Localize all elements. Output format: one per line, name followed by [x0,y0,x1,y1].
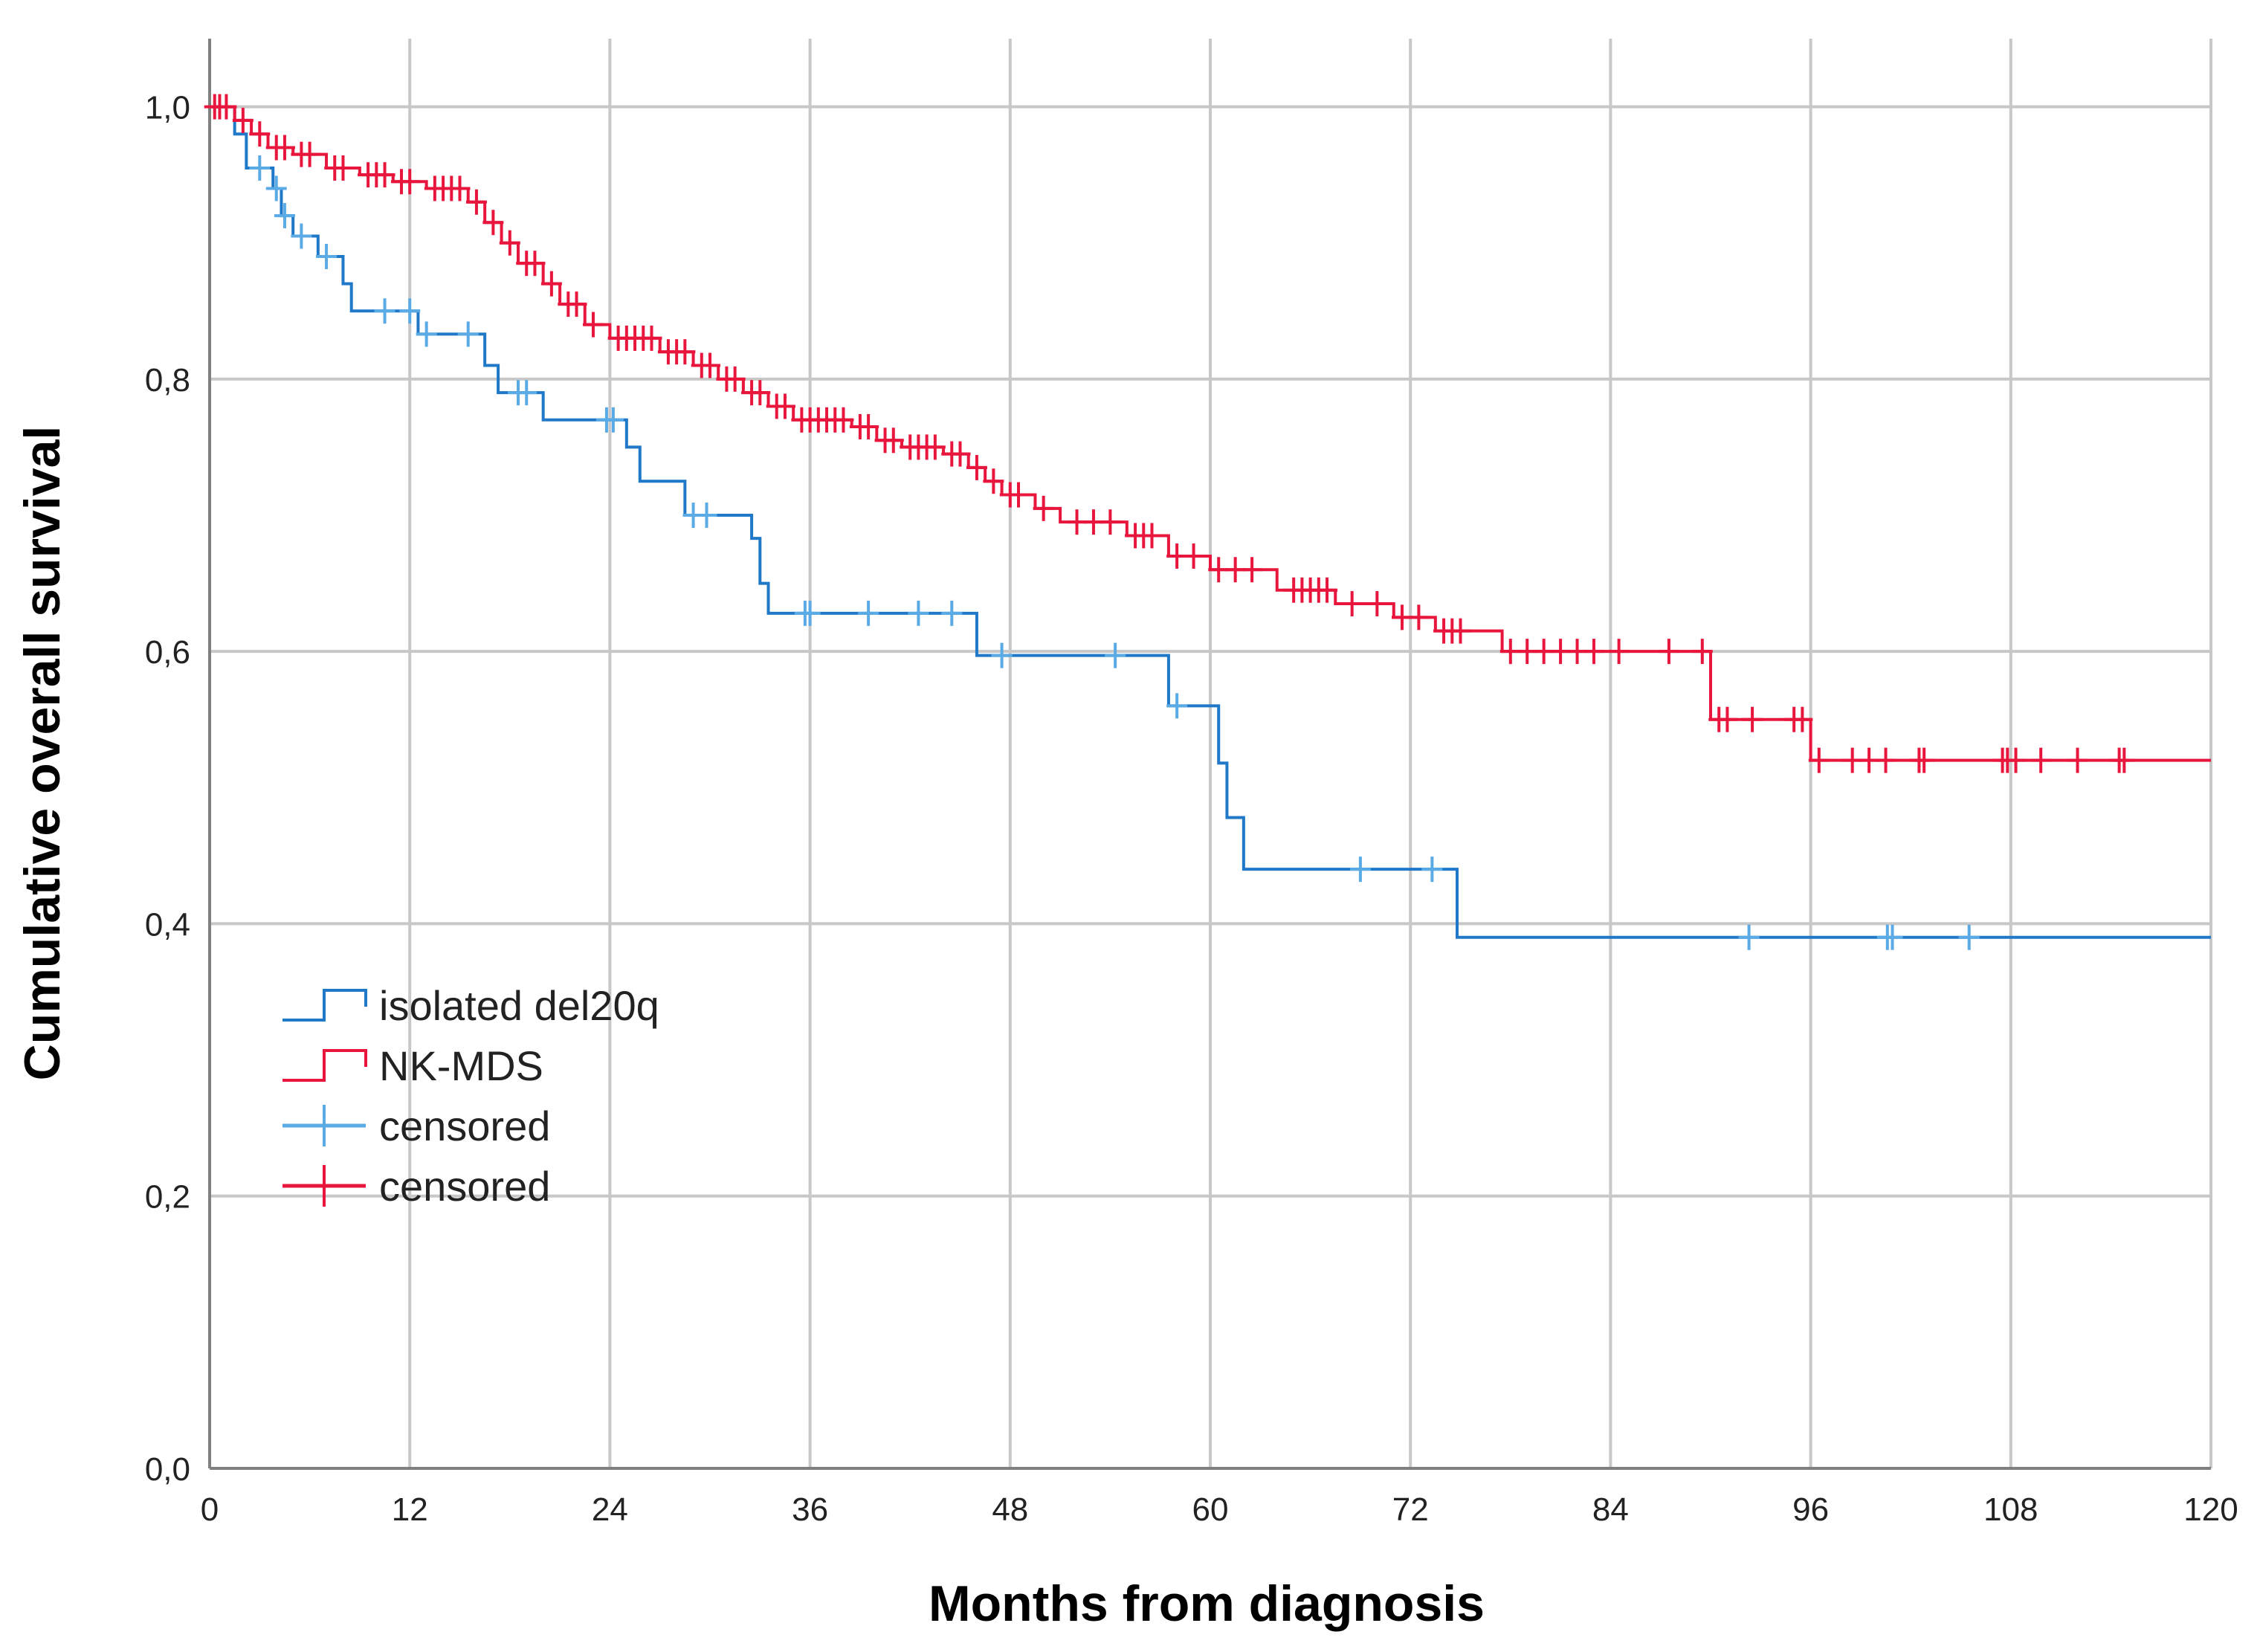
legend-label: NK-MDS [379,1042,543,1089]
y-tick-label: 0,4 [145,906,190,943]
x-tick-label: 60 [1192,1491,1229,1528]
axes [208,39,2211,1470]
x-tick-label: 96 [1792,1491,1829,1528]
legend-swatch-line [282,989,367,1022]
y-tick-label: 1,0 [145,90,190,126]
x-tick-label: 12 [392,1491,428,1528]
legend-label: censored [379,1103,550,1149]
x-tick-label: 108 [1983,1491,2038,1528]
legend-item: NK-MDS [282,1042,543,1089]
series-nk-mds [204,94,2211,773]
series [204,94,2211,950]
series-isolated-del20q [210,105,2211,950]
legend-label: censored [379,1163,550,1210]
y-tick-label: 0,0 [145,1451,190,1488]
x-tick-label: 36 [792,1491,828,1528]
y-tick-label: 0,6 [145,634,190,671]
legend-label: isolated del20q [379,982,659,1029]
x-tick-label: 0 [201,1491,219,1528]
legend: isolated del20q NK-MDS censored censored [282,982,659,1210]
x-tick-label: 24 [592,1491,628,1528]
survival-curve-isolated-del20q [210,105,2211,939]
tick-labels: 0 12 24 36 48 60 72 84 96 108 120 0,0 0,2 0,4 0,6 0,8 1,… [145,90,2238,1528]
x-tick-label: 48 [992,1491,1028,1528]
legend-item: isolated del20q [282,982,659,1029]
legend-item: censored [282,1163,550,1210]
x-tick-label: 120 [2183,1491,2238,1528]
x-axis-title: Months from diagnosis [929,1575,1485,1632]
legend-item: censored [282,1103,550,1149]
legend-swatch-line [282,1049,367,1082]
y-axis-title: Cumulative overall survival [14,426,71,1081]
y-tick-label: 0,8 [145,362,190,399]
y-tick-label: 0,2 [145,1179,190,1216]
x-tick-label: 84 [1592,1491,1629,1528]
grid [210,39,2212,1468]
x-tick-label: 72 [1392,1491,1429,1528]
